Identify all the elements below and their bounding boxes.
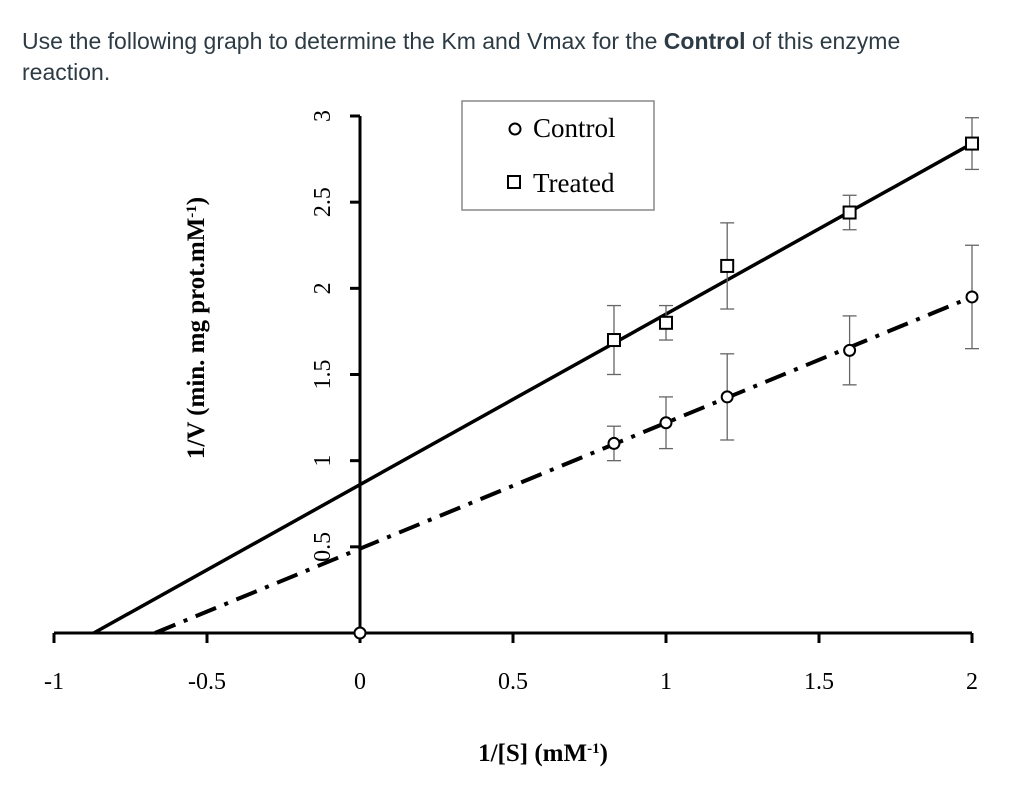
x-tick-label: 0: [354, 669, 366, 695]
y-tick-label: 2.5: [310, 187, 336, 217]
data-markers: [353, 136, 979, 640]
x-tick-label: 0.5: [498, 669, 528, 695]
x-tick-label: -1: [44, 669, 64, 695]
y-tick-label: 1: [310, 455, 336, 467]
data-point-control: [843, 343, 857, 357]
question-text: Use the following graph to determine the…: [22, 26, 982, 88]
data-point-treated: [606, 333, 621, 348]
data-point-control: [659, 416, 673, 430]
x-tick-label: 1.5: [804, 669, 834, 695]
fit-lines: [92, 142, 973, 635]
y-tick-label: 2: [310, 282, 336, 294]
x-axis-ticks: -1 -0.5 0 0.5 1 1.5 2: [44, 633, 978, 695]
data-point-treated: [659, 315, 673, 330]
y-axis-title: 1/V (min. mg prot.mM-1): [183, 197, 210, 459]
x-tick-label: 2: [966, 669, 978, 695]
question-keyword: Control: [663, 28, 746, 54]
y-axis-title-close: ): [183, 197, 210, 205]
legend-control-label: Control: [533, 113, 616, 143]
y-tick-label: 3: [310, 110, 336, 122]
x-tick-label: 1: [660, 669, 672, 695]
legend-box: [461, 100, 655, 211]
y-axis-title-main: 1/V (min. mg prot.mM: [183, 218, 210, 459]
x-axis-title-main: 1/[S] (mM: [478, 740, 587, 767]
fit-line-treated: [92, 142, 973, 635]
y-axis-title-superscript: -1: [184, 205, 200, 218]
data-point-control: [607, 436, 621, 450]
question-text-end: of this enzyme reaction.: [22, 28, 901, 85]
x-axis-title-superscript: -1: [587, 741, 600, 757]
y-axis-ticks: 0.5 1 1.5 2 2.5 3: [310, 110, 360, 562]
legend-control-marker: [508, 122, 522, 136]
y-tick-label: 0.5: [310, 532, 336, 562]
y-tick-label: 1.5: [310, 360, 336, 390]
legend-treated-label: Treated: [533, 168, 615, 198]
fit-line-control: [154, 295, 973, 635]
legend-treated-marker: [507, 175, 521, 189]
data-point-control: [720, 390, 734, 404]
question-text-start: Use the following graph to determine the…: [22, 28, 664, 54]
data-point-control: [353, 626, 367, 640]
data-point-treated: [720, 258, 735, 273]
x-axis-title-close: ): [600, 740, 608, 767]
data-point-control: [965, 290, 979, 304]
legend: Control Treated: [461, 100, 655, 211]
data-point-treated: [842, 205, 857, 220]
x-tick-label: -0.5: [188, 669, 226, 695]
x-axis-title: 1/[S] (mM-1): [478, 740, 608, 767]
data-point-treated: [965, 136, 979, 151]
